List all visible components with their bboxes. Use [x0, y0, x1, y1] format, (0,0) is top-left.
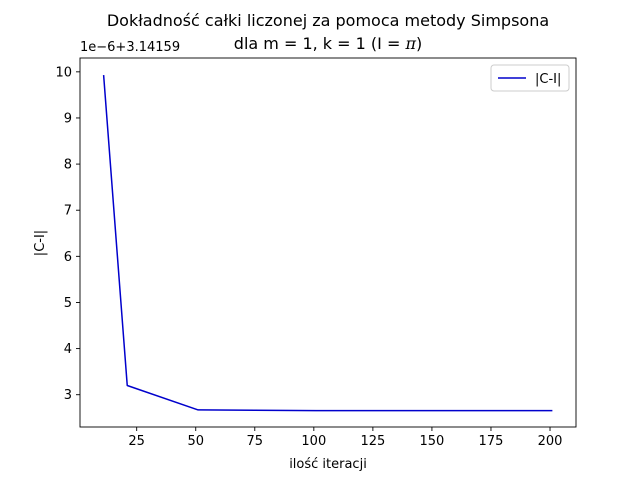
legend-label-series-1: |C-I|	[535, 72, 561, 87]
series-group	[102, 75, 553, 412]
x-tick-label: 100	[301, 434, 326, 449]
x-tick-label: 175	[479, 434, 504, 449]
x-tick-label: 200	[538, 434, 563, 449]
x-axis-ticks: 25 50 75 100 125 150 175 200	[128, 427, 562, 449]
y-tick-label: 7	[64, 204, 72, 219]
x-tick-label: 25	[128, 434, 145, 449]
y-axis-label: |C-I|	[33, 230, 48, 256]
y-tick-label: 6	[64, 250, 72, 265]
chart-title-line1: Dokładność całki liczonej za pomoca meto…	[107, 11, 549, 30]
y-axis-ticks: 3 4 5 6 7 8 9 10	[55, 65, 80, 403]
x-tick-label: 125	[360, 434, 385, 449]
x-tick-label: 50	[187, 434, 204, 449]
y-tick-label: 5	[64, 296, 72, 311]
x-tick-label: 150	[420, 434, 445, 449]
x-axis-label: ilość iteracji	[289, 457, 367, 472]
legend-box	[490, 64, 570, 92]
plot-area-frame	[79, 57, 577, 428]
legend: |C-I|	[490, 64, 570, 92]
x-tick-label: 75	[247, 434, 264, 449]
y-tick-label: 9	[64, 111, 72, 126]
y-tick-label: 3	[64, 388, 72, 403]
series-line-1	[102, 75, 553, 412]
chart-title-line2: dla m = 1, k = 1 (I = π)	[234, 34, 422, 53]
chart-title-line2-suffix: )	[416, 34, 422, 53]
chart-title-line2-prefix: dla m = 1, k = 1 (I =	[234, 34, 406, 53]
y-tick-label: 10	[55, 65, 72, 80]
y-tick-label: 8	[64, 158, 72, 173]
chart-title-pi-symbol: π	[404, 34, 416, 53]
y-tick-label: 4	[64, 342, 72, 357]
y-axis-offset-text: 1e−6+3.14159	[80, 40, 180, 55]
